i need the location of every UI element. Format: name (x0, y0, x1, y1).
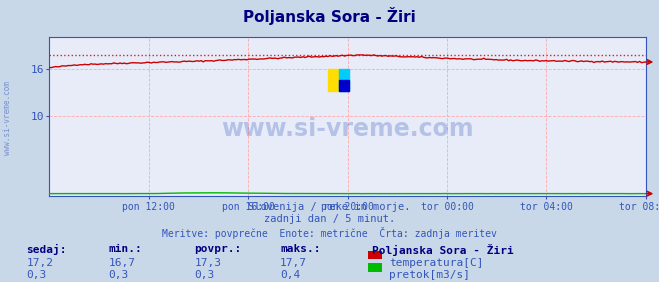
Text: 16,7: 16,7 (109, 258, 136, 268)
Text: zadnji dan / 5 minut.: zadnji dan / 5 minut. (264, 214, 395, 224)
Text: www.si-vreme.com: www.si-vreme.com (221, 117, 474, 141)
Text: temperatura[C]: temperatura[C] (389, 258, 483, 268)
Text: www.si-vreme.com: www.si-vreme.com (3, 81, 13, 155)
Text: 0,3: 0,3 (26, 270, 47, 280)
Text: sedaj:: sedaj: (26, 244, 67, 255)
Text: Poljanska Sora - Žiri: Poljanska Sora - Žiri (372, 244, 514, 256)
Text: Slovenija / reke in morje.: Slovenija / reke in morje. (248, 202, 411, 212)
Text: pretok[m3/s]: pretok[m3/s] (389, 270, 470, 280)
Bar (339, 69, 349, 91)
Bar (339, 80, 349, 91)
Text: 0,4: 0,4 (280, 270, 301, 280)
Text: min.:: min.: (109, 244, 142, 254)
Text: maks.:: maks.: (280, 244, 320, 254)
Bar (328, 69, 339, 91)
Text: 17,7: 17,7 (280, 258, 307, 268)
Text: povpr.:: povpr.: (194, 244, 242, 254)
Text: Meritve: povprečne  Enote: metrične  Črta: zadnja meritev: Meritve: povprečne Enote: metrične Črta:… (162, 227, 497, 239)
Text: 0,3: 0,3 (194, 270, 215, 280)
Text: 17,3: 17,3 (194, 258, 221, 268)
Text: Poljanska Sora - Žiri: Poljanska Sora - Žiri (243, 7, 416, 25)
Text: 0,3: 0,3 (109, 270, 129, 280)
Text: 17,2: 17,2 (26, 258, 53, 268)
